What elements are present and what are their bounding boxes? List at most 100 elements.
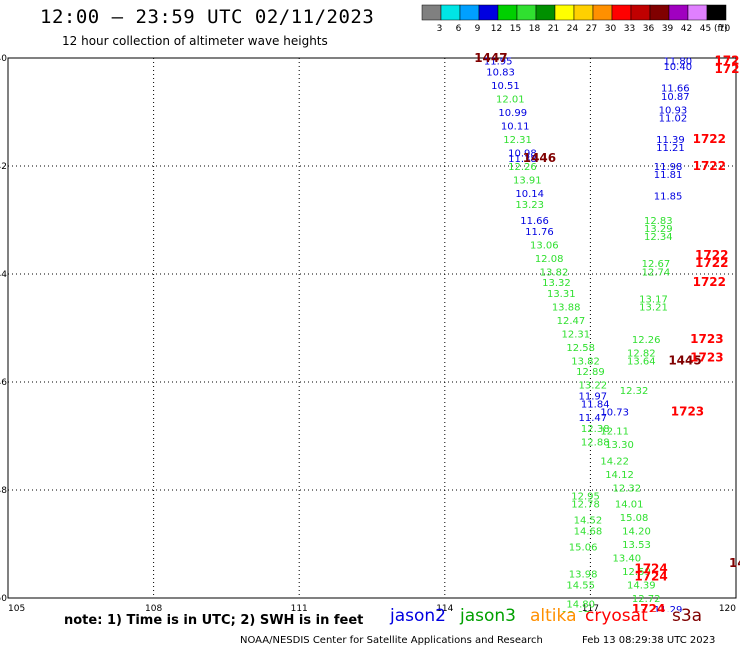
wave-height-label: 10.11 (501, 122, 530, 133)
wave-height-label: 12.95 (571, 491, 600, 502)
wave-height-label: 12.31 (503, 135, 532, 146)
wave-height-label: 1445 (668, 353, 701, 367)
wave-height-label: 13.40 (612, 554, 641, 565)
wave-height-label: 10.98 (508, 149, 537, 160)
wave-height-label: 14.20 (622, 527, 651, 538)
wave-height-label: 14.12 (605, 470, 634, 481)
wave-height-label: 13.64 (627, 356, 656, 367)
wave-height-label: 12.08 (535, 254, 564, 265)
wave-height-label: 13.29 (644, 224, 673, 235)
altimeter-map: -40 -42 -44 -46 -48 -50105 108 111 114 117 120 11.9… (0, 51, 740, 612)
wave-height-label: 12.82 (627, 348, 656, 359)
wave-height-label: 12.58 (566, 343, 595, 354)
wave-height-label: 13.91 (513, 176, 542, 187)
wave-height-label: 13.30 (605, 440, 634, 451)
wave-height-label: 13.31 (547, 289, 576, 300)
wave-height-label: 11.66 (520, 216, 549, 227)
wave-height-label: 12.11 (600, 427, 629, 438)
wave-height-label: 12.32 (620, 386, 649, 397)
wave-height-label: 11.97 (579, 392, 608, 403)
wave-height-label: 10.83 (486, 68, 515, 79)
wave-height-label: 13.17 (639, 294, 668, 305)
wave-height-label: 14.39 (627, 581, 656, 592)
wave-height-label: 1722 (693, 132, 726, 146)
wave-height-label: 13.88 (552, 302, 581, 313)
lat-tick-label: -48 (0, 486, 7, 496)
satellite-label-jason3: jason3 (460, 606, 516, 626)
wave-height-label: 10.99 (498, 108, 527, 119)
wave-height-label: 1723 (690, 351, 723, 365)
wave-height-label: 1446 (523, 151, 556, 165)
wave-height-label: 10.40 (663, 62, 692, 73)
wave-height-label: 12.78 (571, 500, 600, 511)
lat-tick-label: -50 (0, 594, 7, 604)
wave-height-label: 11.39 (656, 135, 685, 146)
wave-height-label: 12.01 (496, 95, 525, 106)
wave-height-label: 11.76 (525, 227, 554, 238)
legend-label: 12 (491, 24, 502, 34)
wave-height-label: 14.52 (574, 516, 603, 527)
wave-height-label: 12.88 (581, 437, 610, 448)
timestamp: Feb 13 08:29:38 UTC 2023 (582, 635, 716, 646)
wave-height-label: 12.67 (642, 259, 671, 270)
wave-height-label: 13.98 (569, 570, 598, 581)
satellite-label-jason2: jason2 (390, 606, 446, 626)
wave-height-label: 15.08 (620, 513, 649, 524)
wave-height-label: 1723 (690, 332, 723, 346)
wave-height-label: 12.26 (632, 335, 661, 346)
wave-height-label: 13.21 (639, 302, 668, 313)
wave-height-label: 1724 (634, 561, 667, 575)
wave-height-label: 11.66 (661, 84, 690, 95)
legend-label: 18 (529, 24, 541, 34)
lon-tick-label: 108 (145, 604, 162, 612)
wave-height-label: 10.93 (659, 105, 688, 116)
wave-height-label: 13.06 (530, 240, 559, 251)
page-subtitle: 12 hour collection of altimeter wave hei… (62, 34, 328, 48)
wave-height-label: 14.68 (574, 527, 603, 538)
legend-label: 24 (567, 24, 579, 34)
wave-height-label: 13.22 (579, 381, 608, 392)
legend-label: 42 (681, 24, 692, 34)
lat-tick-label: -46 (0, 378, 7, 388)
legend-unit: (ft) (714, 24, 728, 34)
wave-height-label: 11.98 (654, 162, 683, 173)
legend-label: 6 (456, 24, 462, 34)
wave-height-label: 1447 (474, 51, 507, 65)
lat-tick-label: -44 (0, 270, 7, 280)
wave-height-label: 13.53 (622, 540, 651, 551)
wave-height-label: 1724 (632, 610, 665, 612)
wave-height-label: 1724 (634, 569, 667, 583)
satellite-label-altika: altika (530, 606, 577, 626)
wave-height-label: 1724 (632, 602, 665, 612)
footnote: note: 1) Time is in UTC; 2) SWH is in fe… (64, 613, 364, 628)
wave-height-label: 15.06 (569, 543, 598, 554)
legend-label: 15 (510, 24, 521, 34)
legend-label: 33 (624, 24, 635, 34)
wave-height-label: 10.87 (661, 92, 690, 103)
legend-label: 3 (437, 24, 443, 34)
lon-tick-label: 111 (291, 604, 308, 612)
lat-tick-label: -40 (0, 54, 7, 64)
wave-height-label: 14.80 (566, 599, 595, 610)
wave-height-label: 1723 (671, 405, 704, 419)
wave-height-label: 13.32 (542, 278, 571, 289)
wave-height-label: 12.89 (576, 367, 605, 378)
wave-height-label: 14.22 (600, 456, 629, 467)
satellite-label-cryosat: cryosat (585, 606, 648, 626)
legend-label: 45 (700, 24, 711, 34)
legend-label: 9 (475, 24, 481, 34)
wave-height-label: 12.31 (562, 329, 591, 340)
wave-height-label: 10.14 (515, 189, 544, 200)
wave-height-label: 13.82 (571, 356, 600, 367)
wave-height-label: 12.74 (642, 267, 671, 278)
legend-label: 27 (586, 24, 597, 34)
wave-height-label: 10.73 (600, 408, 629, 419)
lon-tick-label: 120 (719, 604, 736, 612)
wave-height-label: 14.01 (615, 500, 644, 511)
legend-label: 36 (643, 24, 655, 34)
legend-label: 30 (605, 24, 617, 34)
wave-height-label: 12.47 (557, 316, 586, 327)
